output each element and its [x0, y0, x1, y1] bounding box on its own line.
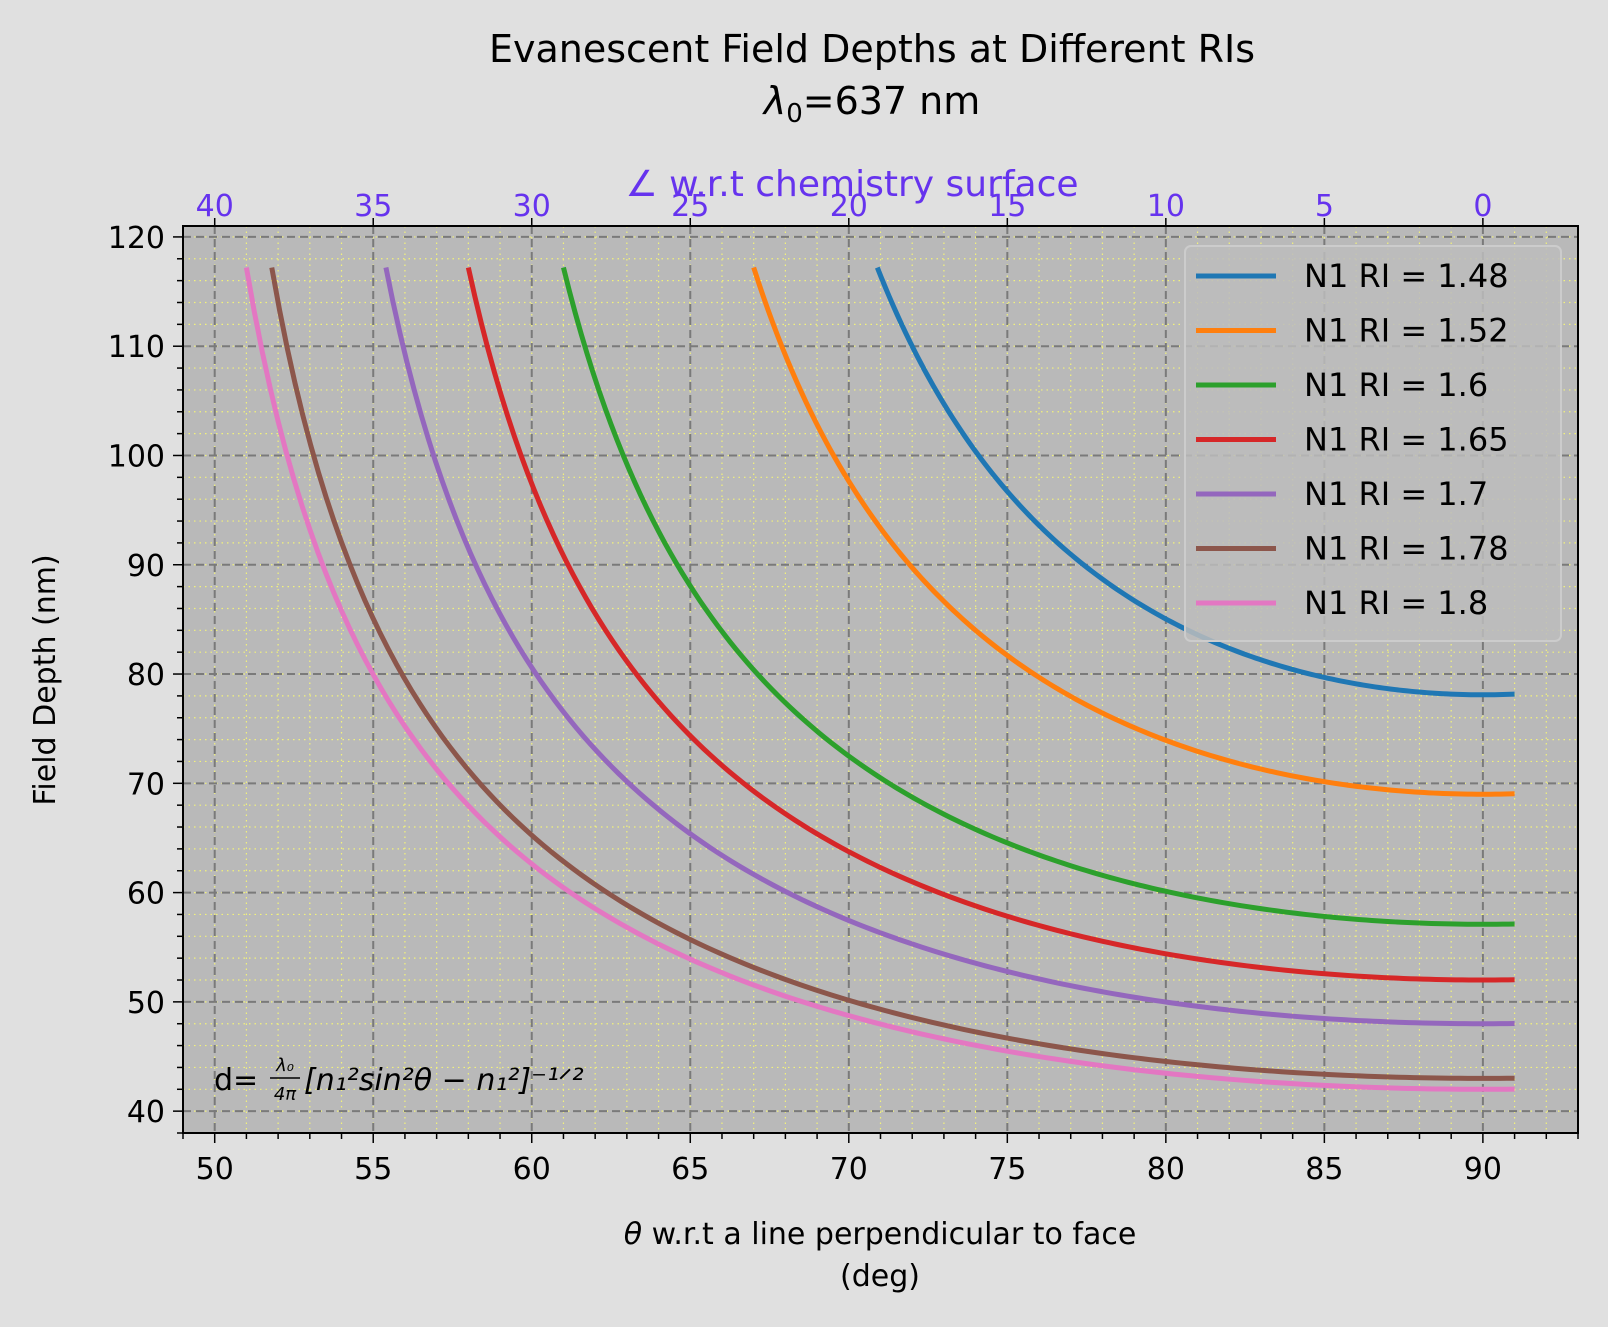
top-tick-label: 15	[988, 189, 1026, 224]
x-tick-label: 85	[1305, 1152, 1343, 1187]
series-line-2	[751, 266, 1515, 797]
legend-label-5: N1 RI = 1.7	[1304, 475, 1488, 513]
x-tick-label: 60	[513, 1152, 551, 1187]
series-line-3	[561, 266, 1515, 927]
chart-subtitle: λ0=637 nm	[762, 79, 981, 129]
top-tick-label: 40	[196, 189, 234, 224]
series-line-6	[269, 267, 1515, 1081]
x-axis-label-text: w.r.t a line perpendicular to face	[642, 1217, 1136, 1252]
x-tick-label: 55	[354, 1152, 392, 1187]
series-line-5	[383, 267, 1515, 1027]
top-tick-label: 5	[1315, 189, 1334, 224]
series-line-7	[243, 267, 1515, 1092]
y-axis-label: Field Depth (nm)	[28, 554, 63, 805]
legend-label-4: N1 RI = 1.65	[1304, 421, 1509, 459]
x-axis-symbol: θ	[624, 1217, 642, 1252]
top-tick-label: 0	[1473, 189, 1492, 224]
chart-title: Evanescent Field Depths at Different RIs	[489, 27, 1255, 71]
y-tick-label: 40	[127, 1095, 165, 1130]
legend-label-3: N1 RI = 1.6	[1304, 366, 1488, 404]
subtitle-symbol: λ	[762, 79, 787, 123]
y-tick-label: 60	[127, 877, 165, 912]
series-line-4	[465, 266, 1515, 983]
top-tick-label: 25	[671, 189, 709, 224]
y-tick-label: 50	[127, 986, 165, 1021]
y-tick-label: 90	[127, 549, 165, 584]
y-tick-label: 70	[127, 767, 165, 802]
axis-ticks	[173, 218, 1579, 1143]
formula-numerator: λ₀	[275, 1055, 294, 1076]
legend-label-2: N1 RI = 1.52	[1304, 312, 1509, 350]
top-tick-label: 20	[830, 189, 868, 224]
legend-label-7: N1 RI = 1.8	[1304, 584, 1488, 622]
y-tick-label: 110	[108, 330, 165, 365]
x-tick-label: 80	[1147, 1152, 1185, 1187]
top-axis-tick-labels: 40 35 30 25 20 15 10 5 0	[196, 189, 1493, 224]
top-tick-label: 30	[513, 189, 551, 224]
subtitle-rest: =637 nm	[803, 79, 981, 123]
formula-denominator: 4π	[274, 1084, 297, 1105]
subtitle-subscript: 0	[786, 99, 803, 129]
top-tick-label: 35	[354, 189, 392, 224]
legend-box	[1184, 245, 1562, 642]
x-tick-label: 65	[671, 1152, 709, 1187]
legend: N1 RI = 1.48 N1 RI = 1.52 N1 RI = 1.6 N1 RI…	[1184, 245, 1562, 642]
y-tick-label: 100	[108, 439, 165, 474]
axis-tick-labels: 50 55 60 65 70 75 80 85 90 40 50 60 70 80 90 100 110 120	[108, 221, 1502, 1187]
x-tick-label: 90	[1464, 1152, 1502, 1187]
formula-body: [n₁²sin²θ − n₁²]⁻¹ᐟ²	[304, 1063, 584, 1098]
formula-annotation: d= λ₀ 4π [n₁²sin²θ − n₁²]⁻¹ᐟ²	[214, 1055, 584, 1105]
x-tick-label: 70	[830, 1152, 868, 1187]
legend-label-1: N1 RI = 1.48	[1304, 257, 1509, 295]
x-tick-label: 75	[988, 1152, 1026, 1187]
top-axis-label: ∠ w.r.t chemistry surface	[625, 164, 1078, 205]
formula-prefix: d=	[214, 1063, 258, 1098]
x-axis-unit: (deg)	[840, 1259, 920, 1294]
x-tick-label: 50	[196, 1152, 234, 1187]
legend-label-6: N1 RI = 1.78	[1304, 530, 1509, 568]
y-tick-label: 120	[108, 221, 165, 256]
y-tick-label: 80	[127, 658, 165, 693]
series-lines	[243, 266, 1515, 1092]
x-axis-label: θ w.r.t a line perpendicular to face	[624, 1217, 1137, 1252]
top-tick-label: 10	[1147, 189, 1185, 224]
